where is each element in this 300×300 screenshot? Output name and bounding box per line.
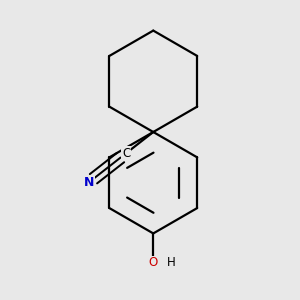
Text: O: O [148, 256, 158, 269]
Text: C: C [122, 147, 130, 160]
Text: N: N [84, 176, 94, 189]
Text: H: H [167, 256, 176, 269]
